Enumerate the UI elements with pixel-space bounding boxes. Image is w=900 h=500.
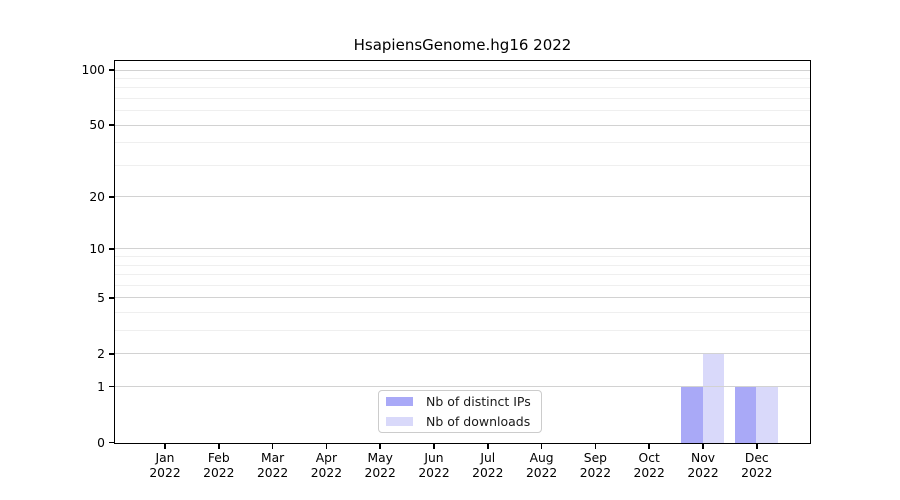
legend-item-downloads: Nb of downloads	[386, 413, 533, 431]
y-axis-tick	[109, 441, 114, 444]
y-axis-tick	[109, 353, 114, 355]
bar-distinct-ips	[734, 387, 757, 443]
x-tick-month: Feb	[207, 451, 230, 465]
y-axis-tick	[109, 196, 114, 198]
x-axis-tick	[433, 444, 435, 449]
y-tick-label: 50	[89, 118, 105, 133]
legend-item-distinct-ips: Nb of distinct IPs	[386, 393, 533, 411]
x-tick-label: Feb 2022	[191, 451, 247, 481]
x-tick-year: 2022	[310, 466, 343, 480]
minor-gridline	[115, 110, 810, 112]
y-axis-tick	[109, 69, 114, 71]
legend-swatch-downloads	[386, 416, 413, 426]
x-tick-label: Mar 2022	[245, 451, 301, 481]
bar-downloads	[702, 354, 724, 443]
x-tick-month: Jul	[480, 451, 496, 465]
chart-title: HsapiensGenome.hg16 2022	[353, 36, 572, 54]
x-tick-year: 2022	[364, 466, 396, 480]
x-axis-tick	[379, 444, 381, 449]
x-tick-month: Apr	[315, 451, 338, 465]
minor-gridline	[115, 142, 810, 144]
x-axis-tick	[487, 444, 489, 449]
y-axis-tick	[109, 297, 114, 299]
x-axis-tick	[218, 444, 220, 449]
y-tick-label: 5	[97, 290, 105, 305]
y-tick-label: 2	[97, 346, 105, 361]
legend-swatch-distinct-ips	[386, 397, 413, 407]
x-axis-tick	[325, 444, 328, 449]
x-tick-label: Apr 2022	[298, 451, 354, 481]
x-tick-month: Sep	[583, 451, 607, 465]
y-tick-label: 100	[81, 63, 105, 77]
x-tick-month: Jun	[424, 451, 444, 465]
x-tick-year: 2022	[472, 466, 504, 480]
minor-gridline	[115, 312, 810, 314]
minor-gridline	[115, 164, 810, 166]
x-tick-month: May	[367, 451, 393, 465]
x-tick-month: Nov	[691, 451, 715, 465]
x-tick-month: Aug	[529, 451, 554, 465]
legend-label-downloads: Nb of downloads	[426, 413, 531, 429]
x-tick-month: Oct	[638, 451, 660, 465]
x-tick-label: May 2022	[352, 451, 408, 481]
minor-gridline	[115, 274, 810, 276]
major-gridline	[115, 353, 810, 355]
x-tick-year: 2022	[633, 466, 665, 480]
x-tick-month: Dec	[744, 451, 769, 465]
major-gridline	[115, 297, 810, 299]
y-axis-tick	[109, 248, 114, 250]
x-tick-label: Jan 2022	[137, 451, 193, 481]
y-tick-label: 1	[97, 379, 105, 394]
x-tick-year: 2022	[149, 466, 181, 480]
bar-distinct-ips	[681, 387, 703, 443]
minor-gridline	[115, 264, 810, 266]
x-tick-label: Sep 2022	[567, 451, 623, 481]
y-axis-tick	[109, 124, 114, 126]
x-tick-year: 2022	[525, 466, 558, 480]
x-axis-tick	[271, 444, 274, 449]
x-tick-year: 2022	[418, 466, 450, 480]
x-tick-label: Nov 2022	[675, 451, 731, 481]
y-tick-label: 20	[89, 189, 105, 204]
minor-gridline	[115, 97, 810, 99]
minor-gridline	[115, 256, 810, 258]
x-axis-tick	[540, 444, 543, 449]
minor-gridline	[115, 87, 810, 89]
x-axis-tick	[594, 444, 597, 449]
major-gridline	[115, 69, 810, 71]
major-gridline	[115, 124, 810, 126]
legend: Nb of distinct IPs Nb of downloads	[378, 390, 542, 433]
plot-area: Nb of distinct IPs Nb of downloads	[114, 60, 811, 444]
x-axis-tick	[648, 444, 650, 449]
x-tick-year: 2022	[579, 466, 612, 480]
major-gridline	[115, 248, 810, 250]
major-gridline	[115, 196, 810, 198]
x-tick-year: 2022	[741, 466, 773, 480]
x-tick-year: 2022	[687, 466, 719, 480]
minor-gridline	[115, 77, 810, 79]
x-tick-month: Mar	[260, 451, 285, 465]
y-tick-label: 10	[89, 241, 105, 256]
minor-gridline	[115, 330, 810, 332]
bar-downloads	[756, 387, 778, 443]
legend-label-distinct-ips: Nb of distinct IPs	[426, 394, 531, 410]
x-tick-label: Oct 2022	[621, 451, 677, 481]
x-axis-tick	[164, 444, 166, 449]
minor-gridline	[115, 284, 810, 286]
y-tick-label: 0	[97, 435, 105, 450]
x-tick-label: Jul 2022	[460, 451, 516, 481]
major-gridline	[115, 386, 810, 388]
x-tick-label: Jun 2022	[406, 451, 462, 481]
x-tick-month: Jan	[155, 451, 175, 465]
y-axis-tick	[109, 385, 114, 388]
x-tick-year: 2022	[203, 466, 235, 480]
x-axis-tick	[756, 444, 758, 449]
x-axis-tick	[702, 444, 704, 449]
x-tick-year: 2022	[256, 466, 289, 480]
x-tick-label: Aug 2022	[514, 451, 570, 481]
x-tick-label: Dec 2022	[729, 451, 785, 481]
